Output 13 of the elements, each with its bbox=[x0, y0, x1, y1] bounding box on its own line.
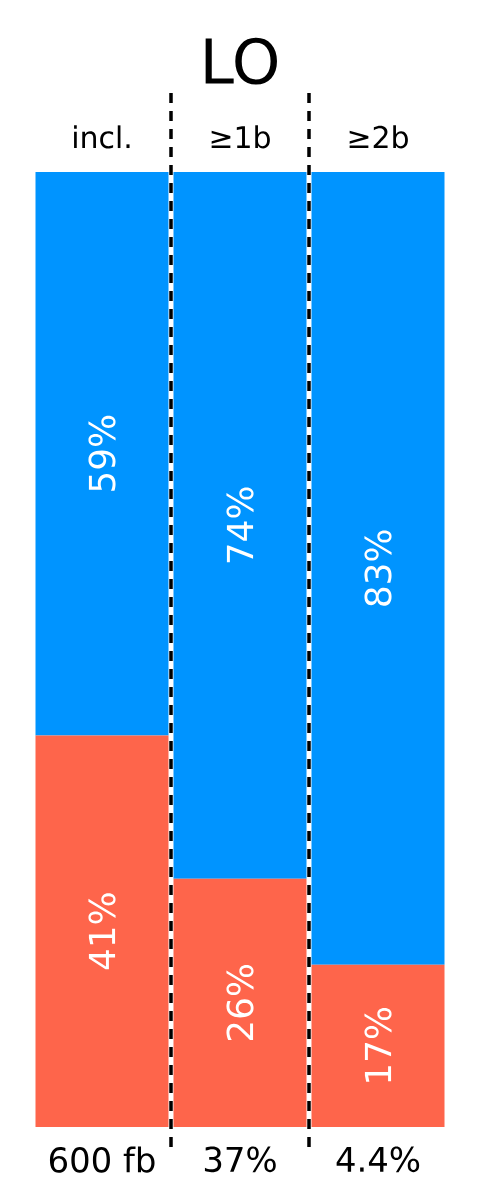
x-tick-label: ≥2b bbox=[349, 125, 408, 149]
data-label: 74% bbox=[226, 487, 254, 563]
chart-title: LO bbox=[205, 37, 277, 85]
data-label: 26% bbox=[226, 964, 254, 1041]
x-tick-label: incl. bbox=[74, 125, 130, 149]
data-label: 83% bbox=[364, 530, 392, 606]
text: 4.4% bbox=[336, 1146, 420, 1173]
x-tick-label: ≥1b bbox=[211, 125, 270, 149]
data-label: 17% bbox=[364, 1007, 392, 1082]
data-label: 41% bbox=[88, 893, 116, 970]
text: 37% bbox=[204, 1146, 276, 1173]
data-label: 59% bbox=[88, 415, 116, 491]
text: 600 fb bbox=[49, 1146, 155, 1173]
